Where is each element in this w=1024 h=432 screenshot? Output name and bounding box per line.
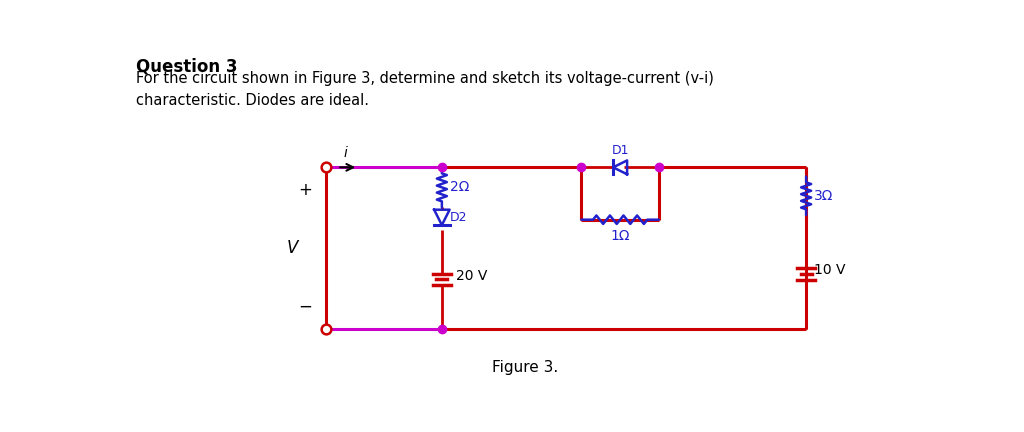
Text: characteristic. Diodes are ideal.: characteristic. Diodes are ideal. [136, 93, 369, 108]
Text: 1Ω: 1Ω [610, 229, 630, 243]
Text: 2Ω: 2Ω [450, 181, 469, 194]
Text: i: i [343, 146, 347, 160]
Text: 10 V: 10 V [814, 263, 846, 277]
Text: D2: D2 [450, 211, 467, 224]
Text: +: + [298, 181, 311, 199]
Text: Question 3: Question 3 [136, 57, 238, 75]
Text: V: V [287, 239, 299, 257]
Text: 3Ω: 3Ω [814, 189, 834, 203]
Text: D1: D1 [611, 144, 629, 157]
Text: Figure 3.: Figure 3. [492, 360, 558, 375]
Text: −: − [298, 297, 311, 315]
Text: For the circuit shown in Figure 3, determine and sketch its voltage-current (v-i: For the circuit shown in Figure 3, deter… [136, 71, 714, 86]
Text: 20 V: 20 V [456, 269, 487, 283]
